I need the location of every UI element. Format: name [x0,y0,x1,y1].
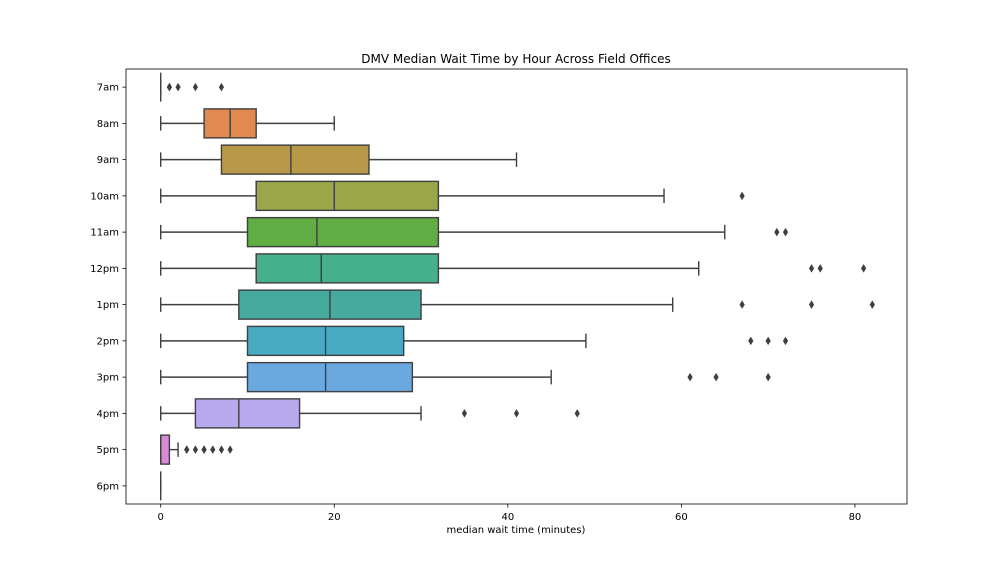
box-group-3pm [160,361,771,393]
x-tick-label-40: 40 [501,512,514,523]
outlier-4pm-0 [461,409,468,418]
outlier-5pm-6 [218,445,225,454]
outlier-1pm-1 [808,300,815,309]
y-tick-label-9am: 9am [97,155,119,166]
outlier-11am-0 [774,227,780,237]
x-axis-label: median wait time (minutes) [447,525,586,536]
x-tick-label-80: 80 [849,512,862,523]
x-tick-label-20: 20 [328,512,341,523]
y-tick-label-5pm: 5pm [97,445,119,456]
outlier-2pm-1 [765,336,771,346]
box-4pm [194,398,301,429]
y-tick-label-8am: 8am [97,119,119,130]
outlier-7am-4 [218,82,225,92]
outlier-4pm-2 [574,409,580,418]
box-group-2pm [160,325,789,357]
box-group-8am [160,108,335,139]
y-tick-label-1pm: 1pm [97,300,119,311]
outlier-12pm-2 [861,264,867,273]
plot-area [160,72,875,501]
outlier-12pm-0 [808,264,815,273]
box-group-12pm [160,253,867,284]
outlier-3pm-2 [765,372,771,382]
y-tick-label-6pm: 6pm [97,481,119,492]
box-9am [220,144,370,175]
outlier-1pm-0 [739,300,745,309]
box-group-10am [160,180,745,212]
y-tick-label-2pm: 2pm [97,336,119,347]
box-group-11am [160,216,789,248]
box-group-5pm [160,434,233,465]
outlier-1pm-2 [869,300,875,309]
outlier-5pm-5 [210,445,216,454]
outlier-7am-1 [166,82,172,92]
y-tick-label-3pm: 3pm [97,373,119,384]
box-group-7am [160,72,225,102]
outlier-2pm-2 [782,336,789,346]
outlier-5pm-1 [184,445,190,454]
outlier-2pm-0 [748,336,754,346]
outlier-11am-1 [782,227,789,237]
outlier-12pm-1 [817,264,823,273]
chart-title: DMV Median Wait Time by Hour Across Fiel… [361,52,671,66]
box-11am [246,216,440,248]
box-group-9am [160,144,518,175]
outlier-7am-2 [175,82,181,92]
y-tick-label-12pm: 12pm [90,264,119,275]
box-group-1pm [160,289,875,320]
box-10am [255,180,440,212]
plot-frame [125,68,908,505]
outlier-3pm-1 [713,372,719,382]
x-tick-label-0: 0 [158,512,164,523]
y-tick-label-10am: 10am [90,191,119,202]
box-5pm [160,434,171,465]
x-tick-label-60: 60 [675,512,688,523]
y-tick-label-4pm: 4pm [97,409,119,420]
outlier-5pm-4 [201,445,207,454]
outlier-4pm-1 [513,409,520,418]
x-axis: 0 20 40 60 80 [158,504,862,523]
y-tick-label-11am: 11am [90,228,119,239]
outlier-5pm-2 [192,445,199,454]
y-tick-label-7am: 7am [97,83,119,94]
outlier-5pm-7 [227,445,233,454]
box-3pm [246,361,414,393]
box-group-4pm [160,398,580,429]
outlier-3pm-0 [687,372,693,382]
outlier-7am-3 [192,82,199,92]
box-12pm [255,253,440,284]
outlier-10am-0 [739,191,745,201]
y-axis: 7am 8am 9am 10am 11am 12pm 1pm 2pm 3pm 4pm 5pm 6pm [90,83,126,492]
